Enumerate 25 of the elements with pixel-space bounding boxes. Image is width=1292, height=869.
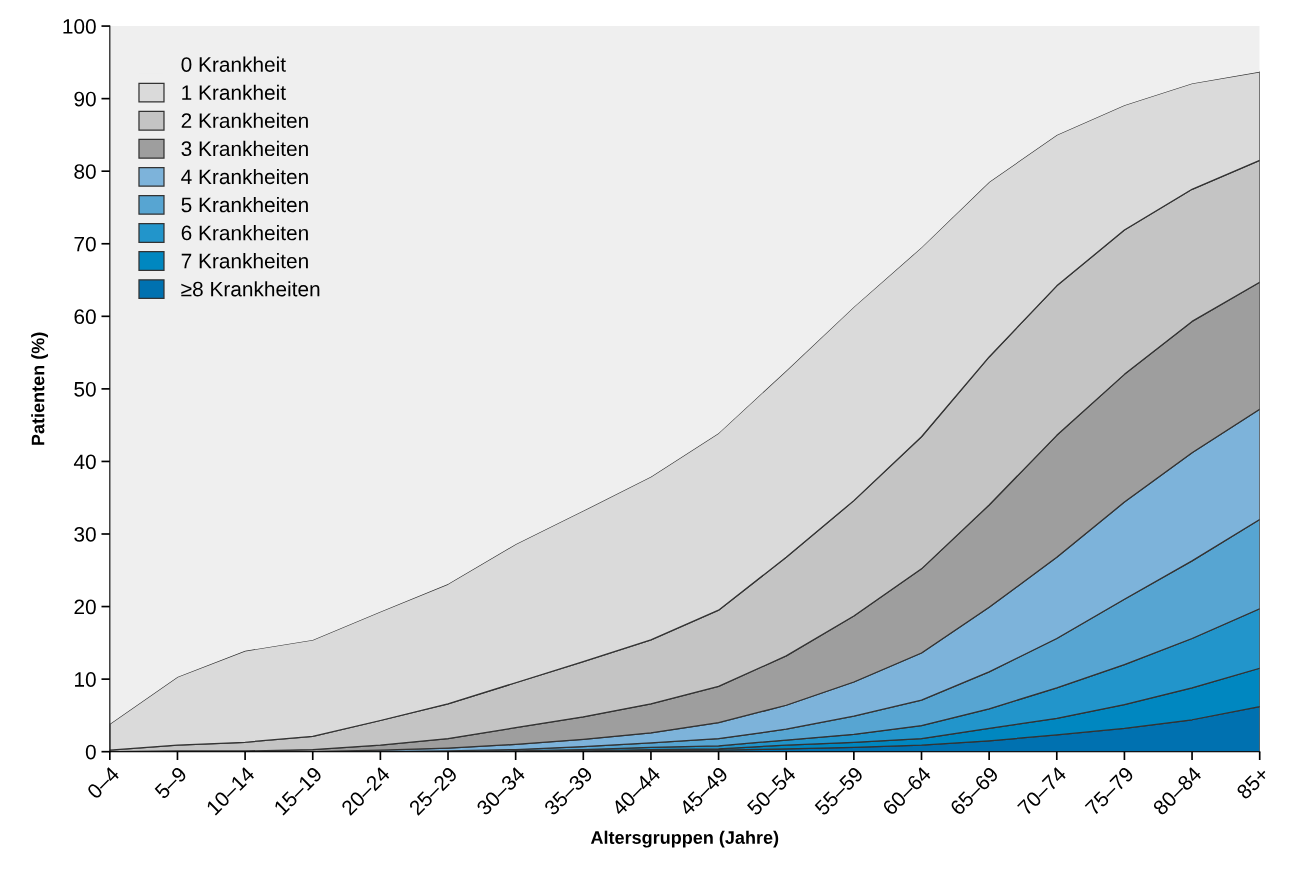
legend-label: 1 Krankheit — [182, 84, 286, 100]
y-tick-label: 40 — [73, 454, 96, 470]
legend-label: 4 Krankheiten — [181, 168, 308, 185]
x-tick-label: 85+ — [1235, 765, 1270, 801]
x-axis-title: Altersgruppen (Jahre) — [590, 830, 779, 848]
y-tick-label: 0 — [85, 744, 96, 760]
x-tick-label: 5–9 — [153, 765, 188, 800]
y-tick-label: 90 — [74, 91, 96, 107]
legend-label: 6 Krankheiten — [181, 225, 308, 241]
y-tick-label: 50 — [74, 381, 96, 397]
x-tick-label: 0–4 — [86, 765, 121, 800]
y-axis-title: Patienten (%) — [31, 332, 48, 445]
y-tick-label: 60 — [74, 309, 96, 325]
legend-label: 2 Krankheiten — [181, 112, 308, 129]
y-tick-label: 80 — [74, 164, 96, 179]
y-tick-label: 10 — [75, 672, 96, 687]
legend-label: 7 Krankheiten — [181, 253, 308, 269]
y-tick-label: 20 — [74, 599, 96, 615]
legend-label: ≥8 Krankheiten — [181, 281, 320, 297]
legend-label: 3 Krankheiten — [181, 140, 308, 157]
legend-label: 5 Krankheiten — [181, 196, 308, 213]
series-label: 0 Krankheit — [181, 56, 286, 72]
y-tick-label: 70 — [74, 236, 96, 252]
y-tick-label: 100 — [63, 19, 96, 34]
y-tick-label: 30 — [74, 527, 96, 542]
